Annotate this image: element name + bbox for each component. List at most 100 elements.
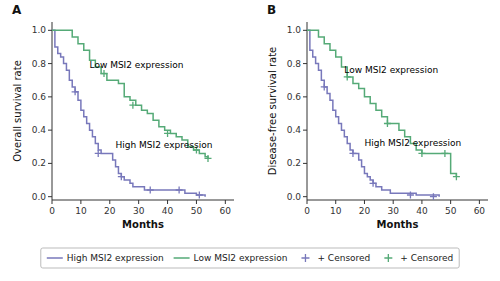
annotation: High MSI2 expression: [364, 138, 461, 148]
x-tick: [80, 200, 81, 204]
legend-frame: [41, 248, 459, 268]
y-tick: [303, 163, 307, 164]
x-tick-label: 30: [133, 206, 145, 216]
y-tick: [48, 130, 52, 131]
censor-mark: [407, 192, 414, 199]
y-axis-line: [52, 22, 53, 200]
y-tick-label: 0.8: [287, 59, 302, 69]
y-tick-label: 0.6: [32, 92, 47, 102]
legend: High MSI2 expression Low MSI2 expression +…: [41, 248, 459, 268]
x-tick-label: 20: [104, 206, 116, 216]
y-tick-label: 0.8: [32, 59, 47, 69]
legend-label: + Censored: [400, 253, 453, 263]
x-tick: [52, 200, 53, 204]
x-axis-line: [52, 200, 234, 201]
x-tick: [109, 200, 110, 204]
censor-mark: [418, 150, 425, 157]
censor-mark: [147, 187, 154, 194]
x-tick: [393, 200, 394, 204]
censor-mark: [72, 88, 79, 95]
censor-mark: [370, 180, 377, 187]
censor-mark: [129, 102, 136, 109]
censor-mark: [196, 192, 203, 199]
y-tick-label: 0.4: [32, 125, 47, 135]
y-tick: [48, 163, 52, 164]
x-tick-label: 50: [191, 206, 203, 216]
censor-mark: [384, 120, 391, 127]
y-tick: [48, 196, 52, 197]
x-tick: [479, 200, 480, 204]
panel: 01020304050600.00.20.40.60.81.0MonthsDis…: [267, 3, 488, 230]
legend-swatch: [174, 257, 190, 259]
x-tick-label: 20: [359, 206, 371, 216]
legend-swatch: [384, 254, 392, 262]
x-tick-label: 60: [220, 206, 232, 216]
censor-mark: [321, 83, 328, 90]
y-tick-label: 0.2: [32, 158, 46, 168]
y-tick-label: 0.6: [287, 92, 302, 102]
x-axis-label: Months: [377, 219, 419, 230]
censor-mark: [453, 173, 460, 180]
y-tick: [48, 96, 52, 97]
x-tick: [335, 200, 336, 204]
x-tick-label: 40: [162, 206, 174, 216]
plot-area: [52, 30, 212, 198]
censor-mark: [95, 150, 102, 157]
x-tick: [450, 200, 451, 204]
y-tick-label: 1.0: [287, 25, 302, 35]
x-tick-label: 10: [75, 206, 87, 216]
x-tick-label: 60: [474, 206, 486, 216]
x-axis-line: [307, 200, 488, 201]
y-axis-label: Disease-free survival rate: [267, 47, 278, 176]
y-tick: [303, 130, 307, 131]
y-axis-label: Overall survival rate: [12, 60, 23, 162]
y-tick: [48, 30, 52, 31]
panel-label: B: [267, 3, 276, 17]
x-tick: [307, 200, 308, 204]
censor-mark: [101, 70, 108, 77]
y-tick-label: 0.0: [32, 192, 47, 202]
x-tick-label: 10: [330, 206, 342, 216]
y-tick-label: 0.2: [287, 158, 301, 168]
y-tick-label: 0.0: [287, 192, 302, 202]
legend-swatch: [301, 254, 309, 262]
y-tick: [303, 30, 307, 31]
x-tick: [138, 200, 139, 204]
legend-label: Low MSI2 expression: [194, 253, 288, 263]
survival-curve: [52, 30, 205, 196]
figure: 0 10 20 30 40 50 60 0.0 0.2 0.4 0.6 0.8 1.0 Months Ove…: [0, 0, 500, 281]
plot-area: [307, 30, 460, 200]
censor-mark: [349, 150, 356, 157]
x-tick-label: 30: [387, 206, 399, 216]
x-tick: [196, 200, 197, 204]
survival-curve: [307, 30, 439, 196]
x-tick: [364, 200, 365, 204]
panel: 0 10 20 30 40 50 60 0.0 0.2 0.4 0.6 0.8 1.0 Months Ove…: [12, 3, 234, 230]
y-tick-label: 0.4: [287, 125, 302, 135]
censor-mark: [176, 187, 183, 194]
y-tick-label: 1.0: [32, 25, 47, 35]
x-tick: [421, 200, 422, 204]
annotation: High MSI2 expression: [116, 140, 213, 150]
x-tick-label: 0: [304, 206, 310, 216]
censor-mark: [164, 130, 171, 137]
x-tick-label: 0: [49, 206, 55, 216]
censor-mark: [205, 155, 212, 162]
legend-swatch: [47, 257, 63, 259]
annotation: Low MSI2 expression: [90, 60, 184, 70]
y-tick: [303, 96, 307, 97]
x-axis-label: Months: [122, 219, 164, 230]
panel-label: A: [12, 3, 22, 17]
y-tick: [303, 63, 307, 64]
censor-mark: [430, 193, 437, 200]
y-tick: [48, 63, 52, 64]
x-tick-label: 40: [416, 206, 428, 216]
legend-label: High MSI2 expression: [67, 253, 164, 263]
legend-label: + Censored: [317, 253, 370, 263]
annotation: Low MSI2 expression: [344, 65, 438, 75]
survival-curve: [307, 30, 456, 176]
y-tick: [303, 196, 307, 197]
x-tick: [225, 200, 226, 204]
y-axis-line: [307, 22, 308, 200]
censor-mark: [441, 150, 448, 157]
